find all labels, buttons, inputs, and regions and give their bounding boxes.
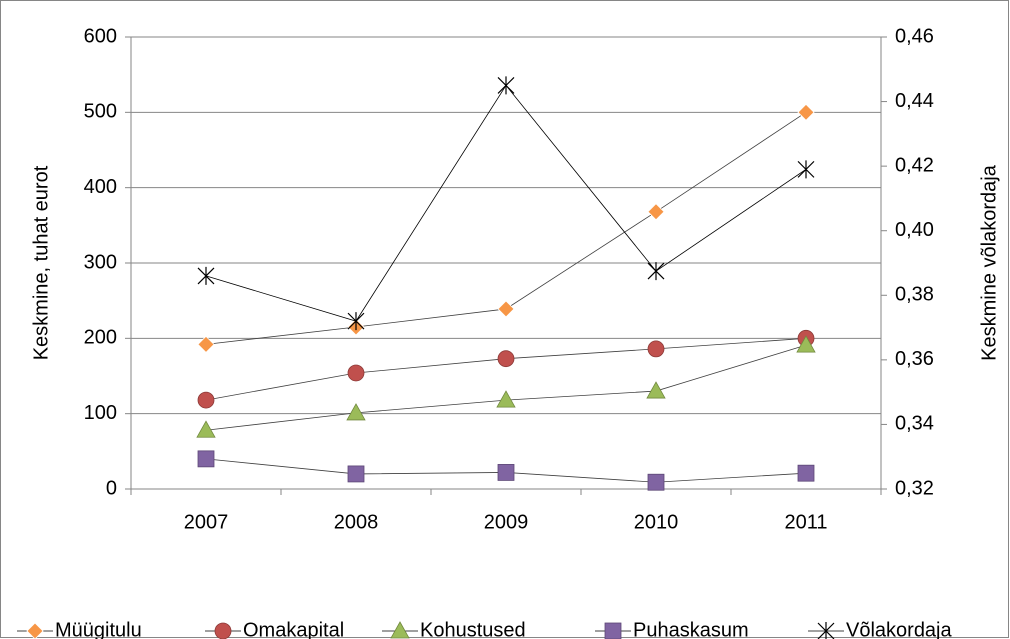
y2-tick-label: 0,46 — [895, 25, 934, 47]
marker — [197, 450, 215, 468]
y-tick-label: 0 — [106, 477, 117, 499]
y2-tick-label: 0,32 — [895, 477, 934, 499]
marker — [497, 350, 515, 368]
marker — [796, 335, 816, 353]
marker — [647, 262, 665, 281]
y2-tick-label: 0,42 — [895, 154, 934, 176]
marker — [347, 465, 365, 483]
legend-label: Müügitulu — [55, 619, 142, 639]
marker — [347, 312, 365, 331]
x-tick-label: 2007 — [184, 511, 229, 533]
marker — [497, 300, 515, 318]
y-tick-label: 600 — [84, 25, 117, 47]
y-tick-label: 200 — [84, 327, 117, 349]
marker — [497, 76, 515, 95]
y-axis-title: Keskmine, tuhat eurot — [30, 165, 52, 360]
y2-tick-label: 0,40 — [895, 219, 934, 241]
marker — [647, 203, 665, 221]
y2-tick-label: 0,34 — [895, 413, 934, 435]
legend-label: Kohustused — [420, 619, 526, 639]
marker — [496, 390, 516, 408]
legend-marker — [817, 622, 835, 639]
marker — [346, 403, 366, 421]
y-tick-label: 300 — [84, 251, 117, 273]
legend-marker — [214, 622, 232, 639]
y-tick-label: 500 — [84, 101, 117, 123]
y2-tick-label: 0,44 — [895, 90, 934, 112]
x-tick-label: 2008 — [334, 511, 379, 533]
marker — [647, 473, 665, 491]
legend-marker — [390, 621, 410, 639]
legend-marker — [604, 622, 622, 639]
x-tick-label: 2010 — [634, 511, 679, 533]
legend-label: Võlakordaja — [846, 619, 953, 639]
x-tick-label: 2009 — [484, 511, 529, 533]
legend-marker — [26, 622, 44, 639]
x-tick-label: 2011 — [784, 511, 827, 533]
marker — [197, 335, 215, 353]
marker — [347, 364, 365, 382]
y-tick-label: 100 — [84, 402, 117, 424]
marker — [497, 464, 515, 481]
marker — [197, 266, 215, 285]
marker — [797, 160, 815, 179]
marker — [647, 340, 665, 358]
marker — [196, 420, 216, 438]
y2-tick-label: 0,38 — [895, 284, 934, 306]
marker — [646, 381, 666, 399]
y2-tick-label: 0,36 — [895, 348, 934, 370]
marker — [197, 391, 215, 409]
marker — [797, 103, 815, 121]
legend-label: Puhaskasum — [633, 619, 749, 639]
marker — [797, 464, 815, 482]
legend-label: Omakapital — [243, 619, 344, 639]
y2-axis-title: Keskmine võlakordaja — [978, 164, 1000, 361]
y-tick-label: 400 — [84, 176, 117, 198]
